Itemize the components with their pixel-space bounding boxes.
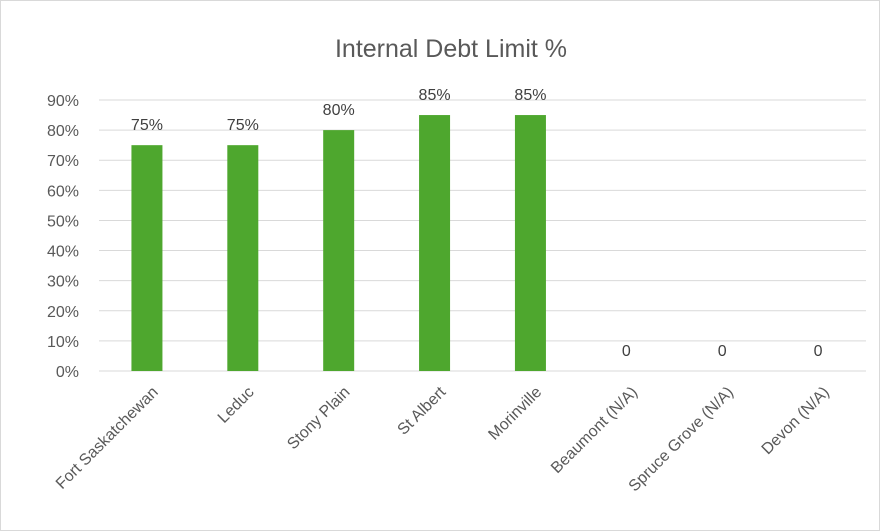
bars xyxy=(131,115,546,371)
y-tick-label: 40% xyxy=(47,244,79,261)
data-label: 0 xyxy=(622,343,631,360)
category-label: Leduc xyxy=(215,384,258,427)
y-tick-label: 30% xyxy=(47,274,79,291)
y-tick-label: 20% xyxy=(47,304,79,321)
bar xyxy=(514,115,546,371)
gridlines xyxy=(99,99,866,372)
bar xyxy=(131,145,163,371)
data-label: 75% xyxy=(131,117,163,134)
data-labels: 75% 75% 80% 85% 85% 0 0 0 xyxy=(131,87,823,360)
data-label: 85% xyxy=(419,87,451,104)
y-tick-label: 50% xyxy=(47,213,79,230)
y-tick-label: 70% xyxy=(47,153,79,170)
data-label: 80% xyxy=(323,102,355,119)
bar xyxy=(323,130,355,371)
data-label: 0 xyxy=(718,343,727,360)
y-axis-tick-labels: 0% 10% 20% 30% 40% 50% 60% 70% 80% 90% xyxy=(47,93,79,381)
category-label: Stony Plain xyxy=(284,384,353,453)
category-label: Devon (N/A) xyxy=(759,384,833,458)
category-label: Spruce Grove (N/A) xyxy=(626,384,737,495)
category-label: St Albert xyxy=(395,383,450,438)
data-label: 85% xyxy=(514,87,546,104)
category-label: Beaumont (N/A) xyxy=(548,384,641,477)
bar xyxy=(227,145,259,371)
data-label: 75% xyxy=(227,117,259,134)
y-tick-label: 80% xyxy=(47,123,79,140)
bar xyxy=(419,115,451,371)
chart-title: Internal Debt Limit % xyxy=(335,35,567,63)
category-label: Fort Saskatchewan xyxy=(53,384,162,493)
x-axis-category-labels: Fort Saskatchewan Leduc Stony Plain St Albe… xyxy=(53,383,833,495)
y-tick-label: 0% xyxy=(56,364,79,381)
y-tick-label: 60% xyxy=(47,183,79,200)
y-tick-label: 10% xyxy=(47,334,79,351)
data-label: 0 xyxy=(814,343,823,360)
category-label: Morinville xyxy=(485,384,545,444)
y-tick-label: 90% xyxy=(47,93,79,110)
